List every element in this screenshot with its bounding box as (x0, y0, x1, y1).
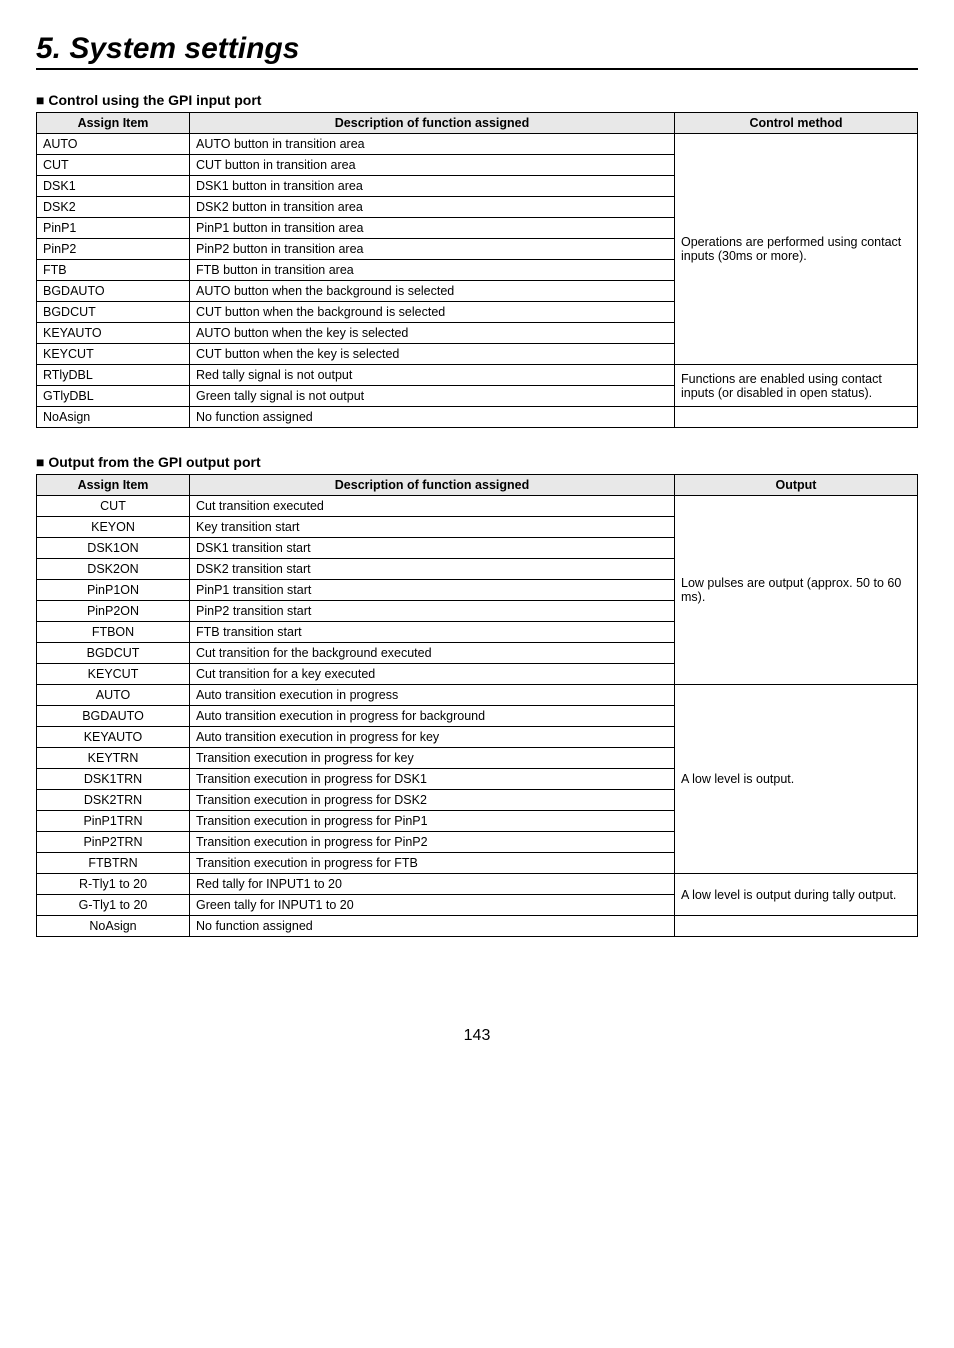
cell-desc: PinP1 button in transition area (190, 218, 675, 239)
cell-desc: AUTO button when the key is selected (190, 323, 675, 344)
cell-method: Operations are performed using contact i… (675, 134, 918, 365)
cell-output: Low pulses are output (approx. 50 to 60 … (675, 496, 918, 685)
cell-desc: Transition execution in progress for Pin… (190, 811, 675, 832)
cell-item: RTlyDBL (37, 365, 190, 386)
cell-item: PinP2 (37, 239, 190, 260)
cell-desc: DSK2 transition start (190, 559, 675, 580)
cell-item: PinP1ON (37, 580, 190, 601)
cell-desc: DSK2 button in transition area (190, 197, 675, 218)
cell-item: PinP2ON (37, 601, 190, 622)
th-control-method: Control method (675, 113, 918, 134)
cell-desc: DSK1 button in transition area (190, 176, 675, 197)
cell-output: A low level is output during tally outpu… (675, 874, 918, 916)
cell-item: BGDAUTO (37, 281, 190, 302)
cell-desc: Transition execution in progress for Pin… (190, 832, 675, 853)
cell-desc: Cut transition executed (190, 496, 675, 517)
table-row: NoAsignNo function assigned (37, 407, 918, 428)
table-row: AUTOAuto transition execution in progres… (37, 685, 918, 706)
table1: Assign Item Description of function assi… (36, 112, 918, 428)
cell-item: NoAsign (37, 916, 190, 937)
cell-item: FTBTRN (37, 853, 190, 874)
th2-assign-item: Assign Item (37, 475, 190, 496)
cell-desc: AUTO button when the background is selec… (190, 281, 675, 302)
th-description: Description of function assigned (190, 113, 675, 134)
cell-item: CUT (37, 496, 190, 517)
cell-item: KEYCUT (37, 344, 190, 365)
cell-output (675, 916, 918, 937)
table-row: R-Tly1 to 20Red tally for INPUT1 to 20A … (37, 874, 918, 895)
cell-desc: DSK1 transition start (190, 538, 675, 559)
cell-desc: Cut transition for a key executed (190, 664, 675, 685)
cell-desc: No function assigned (190, 916, 675, 937)
cell-desc: Transition execution in progress for DSK… (190, 769, 675, 790)
page-number: 143 (36, 1027, 918, 1045)
cell-desc: PinP2 transition start (190, 601, 675, 622)
cell-item: BGDCUT (37, 643, 190, 664)
cell-item: PinP1 (37, 218, 190, 239)
cell-desc: Auto transition execution in progress fo… (190, 706, 675, 727)
cell-desc: FTB transition start (190, 622, 675, 643)
table-row: RTlyDBLRed tally signal is not outputFun… (37, 365, 918, 386)
section1-heading: Control using the GPI input port (36, 92, 918, 108)
cell-item: KEYAUTO (37, 323, 190, 344)
cell-item: DSK1 (37, 176, 190, 197)
cell-item: AUTO (37, 685, 190, 706)
cell-item: G-Tly1 to 20 (37, 895, 190, 916)
cell-item: BGDCUT (37, 302, 190, 323)
cell-desc: Auto transition execution in progress (190, 685, 675, 706)
cell-item: AUTO (37, 134, 190, 155)
cell-desc: Auto transition execution in progress fo… (190, 727, 675, 748)
cell-desc: Transition execution in progress for FTB (190, 853, 675, 874)
cell-desc: Transition execution in progress for key (190, 748, 675, 769)
cell-item: KEYON (37, 517, 190, 538)
cell-desc: CUT button when the background is select… (190, 302, 675, 323)
cell-item: FTBON (37, 622, 190, 643)
cell-desc: CUT button in transition area (190, 155, 675, 176)
cell-item: GTlyDBL (37, 386, 190, 407)
th-assign-item: Assign Item (37, 113, 190, 134)
cell-item: NoAsign (37, 407, 190, 428)
th2-description: Description of function assigned (190, 475, 675, 496)
cell-item: KEYAUTO (37, 727, 190, 748)
table2: Assign Item Description of function assi… (36, 474, 918, 937)
cell-desc: AUTO button in transition area (190, 134, 675, 155)
table-row: CUTCut transition executedLow pulses are… (37, 496, 918, 517)
cell-method (675, 407, 918, 428)
table-row: AUTOAUTO button in transition areaOperat… (37, 134, 918, 155)
cell-item: DSK2TRN (37, 790, 190, 811)
cell-desc: Cut transition for the background execut… (190, 643, 675, 664)
cell-item: DSK1ON (37, 538, 190, 559)
cell-item: CUT (37, 155, 190, 176)
cell-desc: PinP1 transition start (190, 580, 675, 601)
cell-desc: Transition execution in progress for DSK… (190, 790, 675, 811)
chapter-title: 5. System settings (36, 32, 918, 66)
cell-desc: Green tally signal is not output (190, 386, 675, 407)
title-underline (36, 68, 918, 70)
cell-desc: CUT button when the key is selected (190, 344, 675, 365)
cell-item: BGDAUTO (37, 706, 190, 727)
cell-desc: Red tally for INPUT1 to 20 (190, 874, 675, 895)
th2-output: Output (675, 475, 918, 496)
cell-desc: Green tally for INPUT1 to 20 (190, 895, 675, 916)
cell-item: DSK1TRN (37, 769, 190, 790)
cell-method: Functions are enabled using contact inpu… (675, 365, 918, 407)
cell-desc: Key transition start (190, 517, 675, 538)
cell-item: KEYCUT (37, 664, 190, 685)
cell-item: PinP1TRN (37, 811, 190, 832)
cell-item: PinP2TRN (37, 832, 190, 853)
cell-item: FTB (37, 260, 190, 281)
cell-desc: Red tally signal is not output (190, 365, 675, 386)
cell-item: DSK2 (37, 197, 190, 218)
cell-item: DSK2ON (37, 559, 190, 580)
section2-heading: Output from the GPI output port (36, 454, 918, 470)
cell-desc: FTB button in transition area (190, 260, 675, 281)
cell-item: R-Tly1 to 20 (37, 874, 190, 895)
table-row: NoAsignNo function assigned (37, 916, 918, 937)
cell-desc: PinP2 button in transition area (190, 239, 675, 260)
cell-desc: No function assigned (190, 407, 675, 428)
cell-item: KEYTRN (37, 748, 190, 769)
cell-output: A low level is output. (675, 685, 918, 874)
